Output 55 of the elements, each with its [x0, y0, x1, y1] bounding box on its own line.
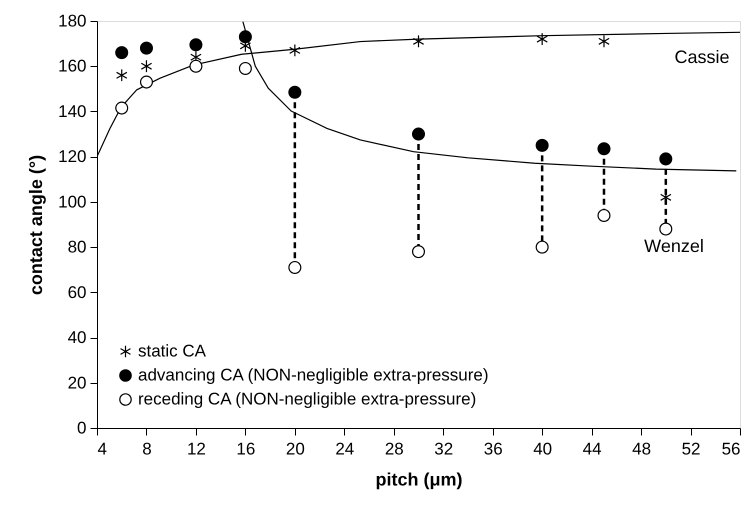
point: [189, 60, 202, 73]
x-tick-label: 36: [484, 440, 503, 458]
x-axis-title: pitch (μm): [375, 470, 463, 490]
x-tick-label: 28: [384, 440, 404, 458]
point: [412, 34, 424, 48]
point: [597, 208, 610, 222]
y-tick-label: 100: [58, 192, 86, 212]
y-tick-label: 20: [68, 373, 86, 392]
point: [189, 38, 202, 52]
point: [536, 32, 548, 46]
point: [116, 68, 128, 82]
y-axis-title: contact angle (°): [26, 154, 46, 296]
x-tick-label: 4: [98, 440, 107, 458]
point: [288, 86, 302, 99]
x-tick-label: 56: [722, 440, 740, 458]
x-tick-label: 16: [236, 440, 256, 458]
x-tick-label: 24: [335, 440, 354, 458]
y-tick-label: 140: [58, 102, 86, 121]
x-tick-label: 40: [533, 440, 552, 458]
point: [288, 260, 302, 274]
x-tick-label: 8: [142, 440, 152, 458]
point: [115, 102, 128, 115]
y-tick-label: 40: [68, 328, 86, 348]
x-tick-label: 12: [186, 440, 206, 458]
point: [659, 222, 672, 236]
point: [238, 62, 252, 75]
y-tick-label: 60: [68, 282, 86, 302]
point: [289, 44, 301, 57]
point: [140, 76, 153, 89]
x-tick-label: 44: [582, 440, 602, 458]
y-tick-label: 120: [58, 147, 86, 166]
x-tick-label: 48: [632, 440, 652, 458]
point: [412, 128, 426, 141]
y-tick-label: 0: [77, 418, 86, 438]
y-tick-label: 180: [58, 12, 86, 30]
point: [140, 42, 153, 55]
x-tick-label: 52: [682, 440, 700, 458]
point: [659, 152, 672, 166]
y-tick-label: 80: [68, 238, 86, 257]
annotation: Wenzel: [644, 236, 704, 256]
point: [536, 138, 549, 152]
point: [115, 46, 128, 60]
x-tick-label: 20: [286, 440, 305, 458]
annotation: Cassie: [674, 47, 730, 67]
legend-label: static CA: [138, 342, 207, 360]
legend-label: advancing CA (NON-negligible extra-pressure): [138, 366, 489, 384]
x-tick-label: 32: [434, 440, 454, 458]
point: [238, 30, 252, 44]
point: [140, 60, 152, 73]
legend-label: receding CA (NON-negligible extra-pressure): [138, 390, 476, 408]
point: [597, 142, 610, 156]
y-tick-label: 160: [58, 56, 86, 76]
point: [412, 245, 426, 258]
point: [598, 34, 610, 48]
point: [536, 240, 549, 254]
